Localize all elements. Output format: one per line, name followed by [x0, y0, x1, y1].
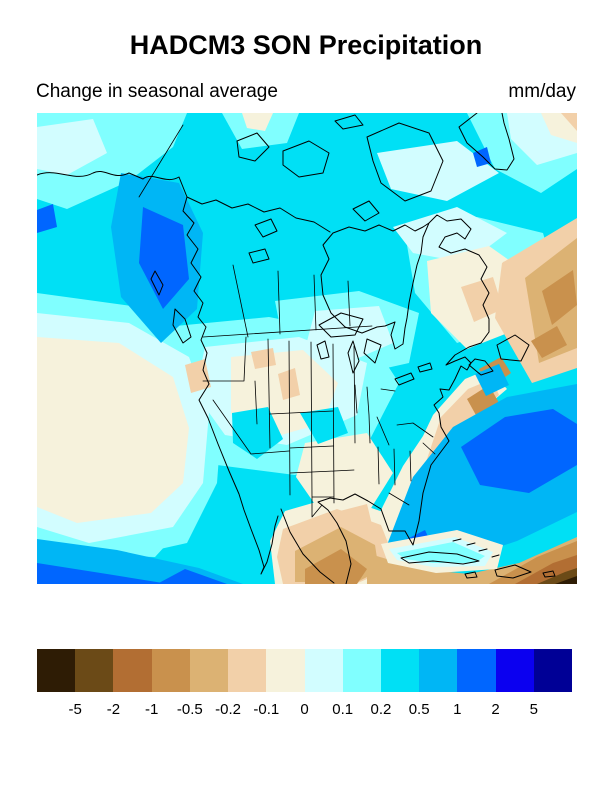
lake-great-slave	[248, 248, 270, 264]
border-alaska-canada	[138, 124, 184, 198]
coastline-west	[37, 171, 279, 575]
figure-subtitle: Change in seasonal average	[36, 81, 278, 102]
colorbar-swatch	[189, 649, 229, 692]
contour-regions	[37, 113, 577, 584]
colorbar-tick-label: -1	[144, 701, 159, 718]
borders-states-west	[202, 336, 356, 518]
colorbar-swatch	[419, 649, 458, 692]
island-victoria	[282, 140, 330, 178]
borders-states-east	[354, 384, 436, 506]
figure-units: mm/day	[508, 81, 576, 102]
island-vancouver	[172, 308, 192, 344]
colorbar-swatch	[266, 649, 305, 692]
lake-michigan	[347, 340, 360, 374]
colorbar-swatch	[342, 649, 381, 692]
map-panel	[37, 113, 577, 584]
colorbar-tick-label: -2	[106, 701, 121, 718]
island-puerto-rico	[542, 570, 556, 578]
colorbar-ticks: -5 -2 -1 -0.5 -0.2 -0.1 0 0.1 0.2 0.5 1 2 5	[37, 701, 572, 721]
colorbar-swatch	[151, 649, 190, 692]
lake-winnipeg	[316, 340, 330, 360]
colorbar-swatch	[304, 649, 343, 692]
colorbar-swatch	[457, 649, 496, 692]
island-southampton	[352, 200, 380, 222]
island-jamaica	[464, 571, 478, 579]
colorbar-swatch	[228, 649, 267, 692]
colorbar-tick-label: 0.2	[370, 701, 392, 718]
coastline-mexico-west	[280, 508, 335, 584]
coastline-greenland	[458, 113, 515, 171]
colorbar-tick-label: 0.5	[408, 701, 430, 718]
colorbar-swatch	[533, 649, 573, 692]
colorbar	[37, 649, 573, 692]
lake-huron	[363, 338, 382, 364]
contour-level-dark-brown	[515, 555, 577, 584]
coastline-arctic	[186, 196, 331, 233]
colorbar-tick-label: -0.5	[176, 701, 203, 718]
colorbar-swatch	[113, 649, 152, 692]
political-borders	[138, 124, 436, 518]
precipitation-map	[37, 113, 577, 584]
colorbar-swatch	[380, 649, 420, 692]
colorbar-swatch	[37, 649, 76, 692]
lake-great-bear	[254, 218, 278, 238]
colorbar-tick-label: 0	[300, 701, 309, 718]
coastline-gulf-east	[317, 214, 490, 584]
island-devon	[334, 114, 364, 130]
island-hispaniola	[494, 564, 532, 579]
colorbar-tick-label: -0.2	[215, 701, 241, 718]
island-cuba	[400, 551, 480, 565]
colorbar-tick-label: -0.1	[253, 701, 280, 718]
coastlines	[37, 113, 556, 584]
colorbar-tick-label: 5	[529, 701, 538, 718]
colorbar-swatch	[495, 649, 534, 692]
subtitle-row: Change in seasonal average mm/day	[36, 81, 576, 103]
islands-bahamas	[452, 538, 500, 558]
colorbar-tick-label: 1	[453, 701, 462, 718]
lake-erie	[394, 372, 415, 386]
border-us-canada	[202, 325, 373, 338]
colorbar-tick-label: -5	[68, 701, 82, 718]
borders-provinces	[232, 264, 351, 338]
island-newfoundland	[496, 334, 530, 362]
colorbar-tick-label: 0.1	[332, 701, 354, 718]
island-nova-scotia	[468, 358, 494, 376]
figure-title: HADCM3 SON Precipitation	[129, 30, 483, 60]
island-haida-gwaii	[150, 270, 164, 296]
colorbar-swatch	[75, 649, 114, 692]
island-baffin	[366, 122, 444, 202]
island-banks	[236, 132, 270, 162]
lake-ontario	[417, 362, 433, 373]
colorbar-tick-label: 2	[491, 701, 500, 718]
